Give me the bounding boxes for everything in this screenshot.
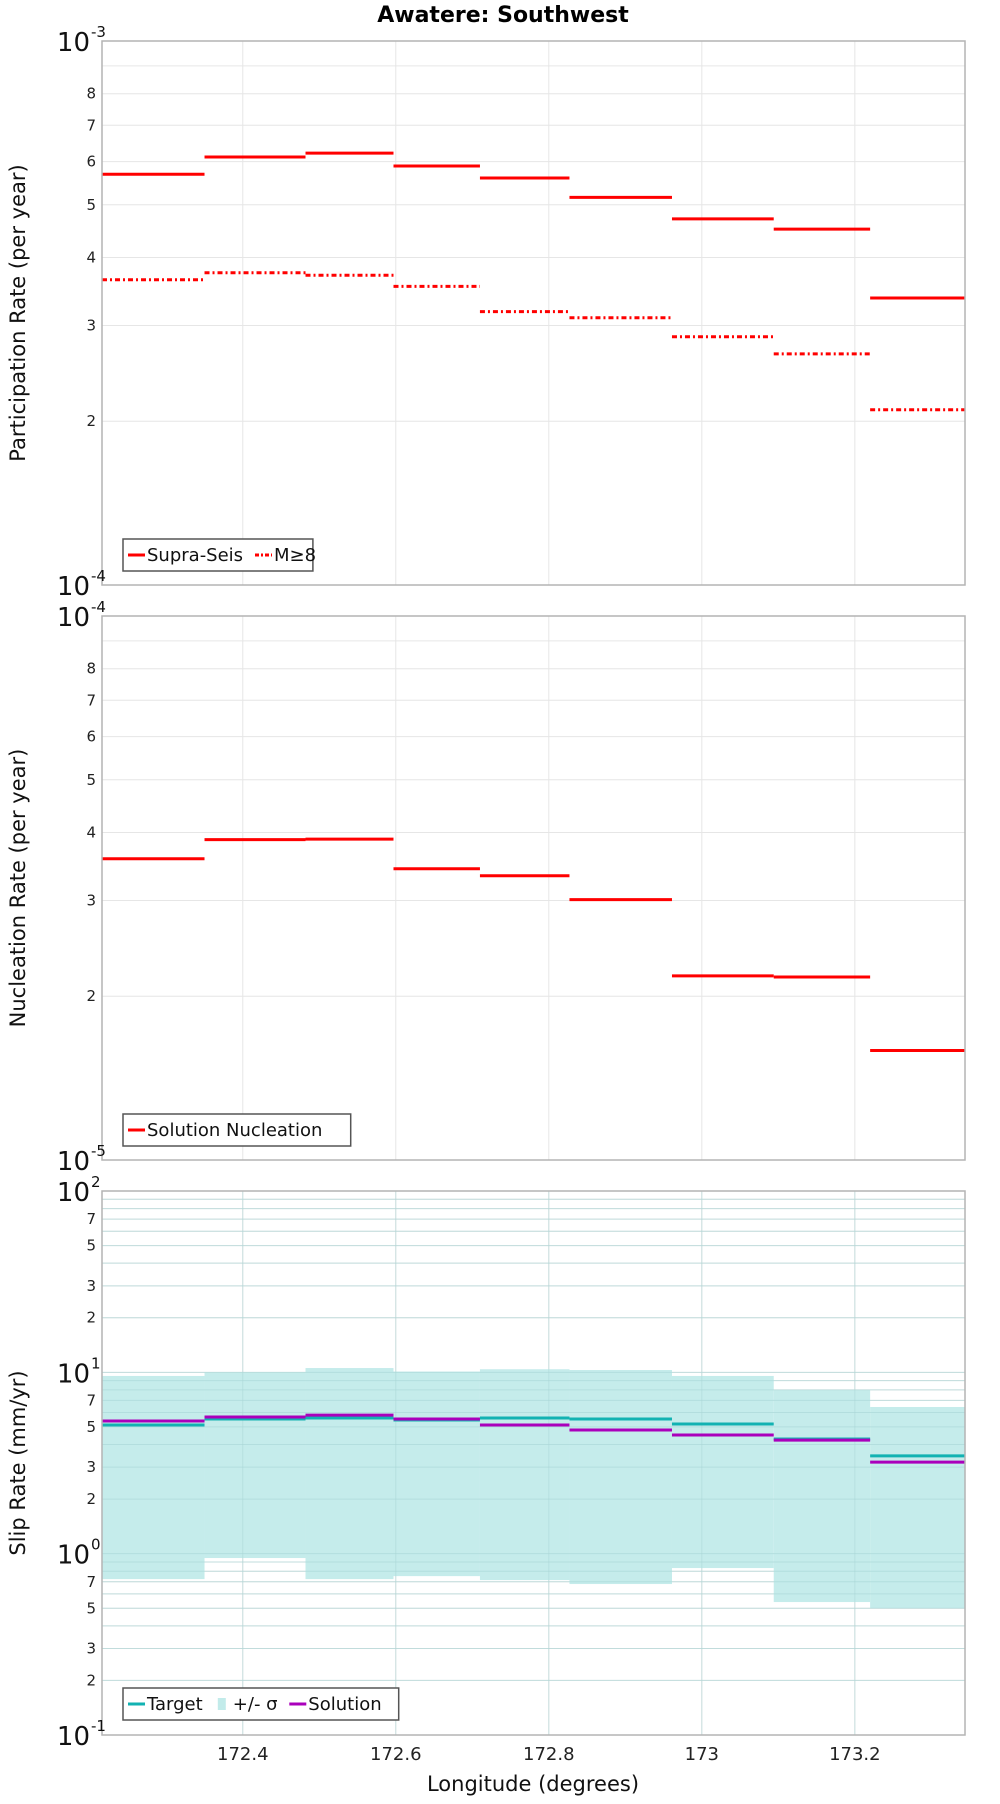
legend-label: Solution Nucleation [147,1120,322,1141]
legend-label: Target [146,1694,203,1715]
x-tick-label: 172.6 [370,1744,422,1765]
y-tick-label: 4 [86,248,96,266]
y-tick-label: 7 [86,1573,96,1591]
sigma-band-segment [479,1369,570,1581]
legend-label: Solution [308,1694,381,1715]
sigma-band-segment [305,1368,394,1580]
y-tick-label: 7 [86,691,96,709]
y-tick-label: 8 [86,660,96,678]
y-decade-label: 10 [57,1541,90,1571]
y-tick-label: 3 [86,316,96,334]
chart-title: Awatere: Southwest [377,3,629,28]
legend-label: +/- σ [233,1694,278,1715]
y-tick-label: 6 [86,728,96,746]
legend-label: Supra-Seis [147,545,243,566]
y-decade-label: 10 [57,1178,90,1208]
x-tick-label: 172.8 [523,1744,575,1765]
y-tick-label: 3 [86,1277,96,1295]
y-tick-label: 3 [86,1458,96,1476]
y-decade-label: 10 [57,603,90,633]
supra-seis-series [102,151,965,300]
legend: Supra-Seis M≥8 [122,538,316,572]
y-decade-label: 10 [57,28,90,58]
y-tick-label: 4 [86,823,96,841]
y-decade-exponent: -5 [91,1142,106,1160]
y-decade-exponent: -4 [91,598,106,616]
sigma-band-segment [393,1371,480,1577]
y-tick-label: 2 [86,1309,96,1327]
sigma-band-segment [671,1375,774,1569]
y-axis-label: Slip Rate (mm/yr) [6,1370,30,1555]
legend: Target +/- σ Solution [122,1687,400,1721]
y-axis-label: Participation Rate (per year) [6,164,30,461]
legend-label: M≥8 [274,545,316,566]
plot-frame [101,615,966,1161]
x-tick-label: 172.4 [217,1744,269,1765]
sigma-band-segment [773,1390,871,1603]
legend-band-swatch [217,1698,226,1710]
y-decade-label: 10 [57,572,90,602]
y-tick-label: 2 [86,1671,96,1689]
solution-series [102,1413,965,1464]
plot-frame [101,1190,966,1736]
x-tick-label: 173 [685,1744,719,1765]
y-decade-label: 10 [57,1359,90,1389]
y-tick-label: 7 [86,1210,96,1228]
y-tick-label: 2 [86,1490,96,1508]
y-decade-exponent: 2 [91,1173,101,1191]
y-tick-label: 2 [86,987,96,1005]
y-tick-label: 5 [86,1599,96,1617]
legend-box [122,1113,352,1147]
y-tick-label: 2 [86,412,96,430]
y-tick-label: 7 [86,116,96,134]
sigma-band-segment [102,1375,205,1580]
legend-box [122,1687,400,1721]
legend-box [122,538,314,572]
y-axis-label: Nucleation Rate (per year) [6,749,30,1028]
sigma-band-segment [204,1372,306,1559]
y-decade-exponent: -1 [91,1717,106,1735]
y-decade-exponent: -3 [91,23,106,41]
y-tick-label: 3 [86,891,96,909]
y-tick-label: 5 [86,1418,96,1436]
x-tick-label: 173.2 [829,1744,881,1765]
legend: Solution Nucleation [122,1113,352,1147]
y-tick-label: 8 [86,85,96,103]
solution-nucleation-series [102,837,965,1052]
y-decade-exponent: 1 [91,1354,101,1372]
m-8-series [102,271,965,412]
y-tick-label: 3 [86,1639,96,1657]
y-tick-label: 6 [86,153,96,171]
grid-lines [102,41,965,585]
x-axis-tick-labels: 172.4 172.6 172.8 173 173.2 [217,1744,881,1765]
y-decade-exponent: -4 [91,567,106,585]
sigma-band-segment [870,1406,965,1609]
sigma-band-segment [569,1370,672,1585]
y-decade-label: 10 [57,1722,90,1752]
y-tick-label: 7 [86,1391,96,1409]
grid-lines [102,616,965,1160]
y-tick-label: 5 [86,196,96,214]
y-decade-label: 10 [57,1147,90,1177]
sigma-band [102,1191,965,1735]
y-decade-exponent: 0 [91,1536,101,1554]
y-tick-label: 5 [86,1237,96,1255]
x-axis-label: Longitude (degrees) [427,1772,639,1796]
plot-frame [101,40,966,586]
y-tick-label: 5 [86,771,96,789]
